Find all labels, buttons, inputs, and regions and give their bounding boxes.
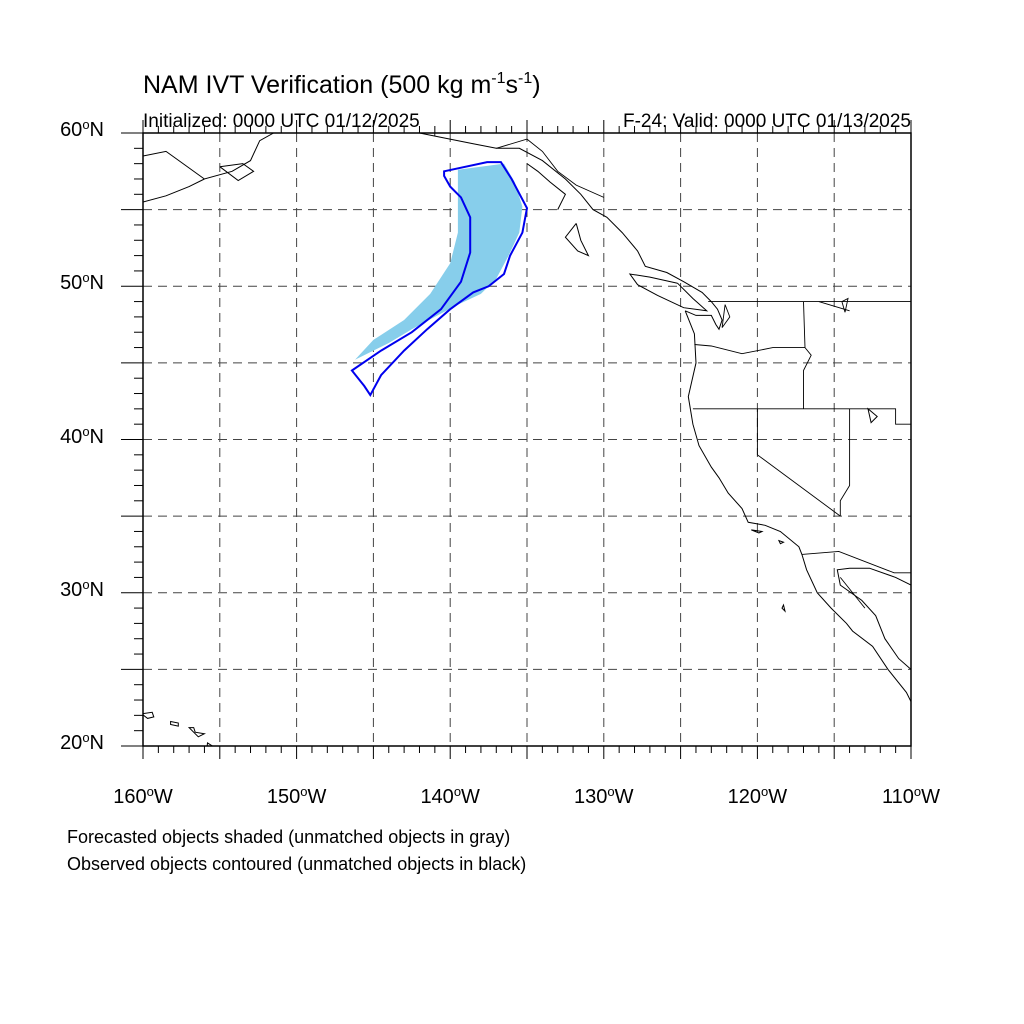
island: [751, 529, 764, 534]
political-border: [694, 344, 805, 355]
lon-label: 150oW: [266, 784, 327, 808]
political-border: [496, 138, 604, 198]
coastline: [419, 133, 723, 331]
coastline: [143, 178, 205, 203]
valid-time: F-24: Valid: 0000 UTC 01/13/2025: [623, 111, 911, 132]
initialized-time: Initialized: 0000 UTC 01/12/2025: [143, 111, 420, 132]
lat-label: 20oN: [60, 730, 104, 754]
lat-label: 30oN: [60, 576, 104, 601]
island: [867, 407, 878, 424]
coastline: [564, 223, 590, 257]
lat-label: 50oN: [60, 270, 104, 295]
legend-note-observed: Observed objects contoured (unmatched ob…: [67, 854, 527, 874]
observed-object-contour: [350, 161, 529, 398]
lake: [841, 297, 849, 313]
political-border: [801, 550, 911, 574]
coastline: [143, 133, 274, 180]
coastline: [219, 163, 255, 182]
lon-label: 120oW: [727, 784, 788, 808]
island: [777, 539, 785, 545]
lon-label: 160oW: [113, 784, 173, 808]
coastline: [684, 310, 911, 702]
coastlines-layer: [143, 133, 911, 746]
political-border: [692, 408, 911, 425]
forecast-object-shaded: [355, 163, 523, 360]
coastline: [910, 140, 911, 141]
political-border: [839, 408, 851, 517]
coastline: [526, 163, 567, 210]
forecast-objects-layer: [355, 163, 523, 360]
island: [143, 711, 155, 719]
coastline: [836, 567, 911, 670]
plot-title: NAM IVT Verification (500 kg m-1s-1): [143, 70, 541, 99]
lon-label: 130oW: [574, 784, 634, 808]
island: [170, 720, 179, 727]
island: [187, 727, 206, 738]
lon-label: 110oW: [881, 784, 941, 808]
lon-label: 140oW: [420, 784, 480, 808]
political-border: [756, 408, 841, 517]
political-border: [839, 577, 866, 609]
gridlines: [143, 133, 911, 746]
observed-objects-layer: [350, 161, 529, 398]
legend-note-forecast: Forecasted objects shaded (unmatched obj…: [67, 827, 511, 847]
lake: [721, 304, 731, 328]
island: [781, 603, 786, 613]
coastline: [628, 273, 709, 312]
political-border: [803, 301, 812, 409]
axis-ticks: [121, 120, 912, 759]
lat-label: 40oN: [60, 423, 104, 448]
lat-label: 60oN: [60, 117, 104, 141]
